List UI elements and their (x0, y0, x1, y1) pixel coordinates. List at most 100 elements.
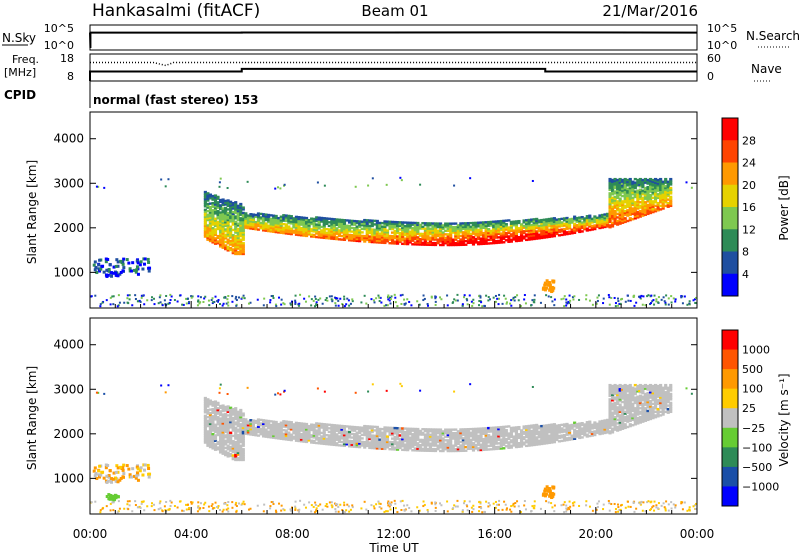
power-cell (234, 226, 238, 229)
velocity-cell (530, 424, 534, 427)
power-cell (224, 246, 228, 249)
power-clutter (136, 300, 139, 303)
power-clutter (289, 303, 292, 306)
power-cell (249, 213, 253, 216)
velocity-cell (256, 429, 261, 432)
power-clutter (399, 294, 402, 297)
power-cell (618, 202, 622, 206)
power-cell (216, 195, 220, 199)
freq-panel: Freq. [MHz] 18 8 60 0 Nave (4, 52, 782, 83)
velocity-cell (264, 428, 268, 431)
velocity-cell (603, 419, 607, 422)
power-cell (206, 206, 210, 209)
velocity-cell (570, 436, 574, 439)
power-cell (403, 239, 407, 242)
velocity-cell (603, 424, 607, 428)
power-cell (605, 214, 610, 217)
power-cell (654, 183, 658, 186)
velocity-cell (287, 427, 291, 431)
velocity-cell (441, 442, 445, 446)
velocity-cell (471, 431, 476, 434)
power-cell (550, 235, 554, 238)
power-cell (345, 228, 349, 231)
velocity-cell (302, 427, 306, 431)
power-cell (482, 224, 486, 228)
power-cell (532, 234, 536, 237)
power-cell (259, 225, 263, 228)
velocity-cell (246, 427, 250, 430)
velocity-cell (259, 432, 263, 436)
power-cell (256, 212, 261, 215)
power-clutter (240, 297, 243, 300)
velocity-cell (307, 439, 311, 442)
power-cell (234, 206, 238, 209)
power-cell (368, 226, 372, 229)
power-cell (378, 241, 382, 244)
power-cell (302, 216, 306, 219)
power-cell (398, 237, 402, 240)
power-cell (363, 220, 367, 224)
power-cell (545, 221, 549, 225)
power-cell (398, 222, 402, 226)
power-cell (218, 207, 223, 211)
velocity-cell (466, 445, 470, 449)
power-cell (643, 211, 648, 215)
velocity-cell (221, 434, 225, 438)
velocity-cell (621, 384, 625, 388)
power-cell (332, 218, 336, 221)
power-clutter (572, 298, 575, 301)
power-cell (542, 229, 546, 232)
power-cell (562, 231, 567, 234)
power-clutter (127, 302, 130, 305)
power-cell (203, 192, 207, 196)
velocity-cell (575, 433, 579, 436)
velocity-cell (626, 420, 630, 423)
power-cell (249, 225, 253, 228)
velocity-cell (337, 444, 341, 447)
velocity-cell (335, 424, 339, 427)
power-cell (628, 211, 632, 215)
power-cell (504, 226, 508, 229)
velocity-cell (401, 448, 405, 452)
power-cell (600, 224, 605, 227)
power-cell (249, 214, 253, 218)
power-cell (411, 234, 415, 237)
power-cell (542, 220, 546, 223)
velocity-cell (327, 436, 331, 439)
velocity-cell (555, 424, 559, 427)
power-clutter (375, 297, 378, 300)
power-patch (102, 270, 106, 274)
power-cell (302, 218, 306, 221)
power-clutter (247, 302, 250, 305)
velocity-cell (537, 435, 541, 439)
velocity-cell (360, 426, 364, 429)
power-cell (487, 224, 491, 227)
power-cell (646, 203, 650, 207)
power-cell (236, 231, 240, 234)
velocity-cell (216, 448, 220, 451)
power-cell (439, 229, 443, 232)
power-clutter (380, 301, 383, 304)
velocity-cell (224, 450, 228, 453)
power-cell (342, 231, 347, 234)
velocity-cell (411, 433, 415, 436)
velocity-cell (423, 428, 427, 431)
power-cell (380, 229, 384, 232)
power-cell (621, 216, 625, 219)
power-cell (638, 185, 642, 188)
power-cell (555, 223, 559, 227)
velocity-cell (211, 436, 215, 439)
power-cell (241, 231, 245, 234)
power-cell (628, 204, 632, 208)
velocity-cell (522, 425, 526, 428)
velocity-cell (476, 427, 481, 430)
power-clutter (143, 303, 146, 306)
power-cell (562, 233, 567, 236)
power-cell (512, 220, 516, 223)
power-cell (385, 240, 390, 243)
velocity-cell (203, 400, 207, 403)
velocity-cell (603, 431, 607, 435)
power-cell (208, 209, 212, 212)
velocity-cell (428, 430, 433, 433)
velocity-cell (218, 404, 223, 408)
